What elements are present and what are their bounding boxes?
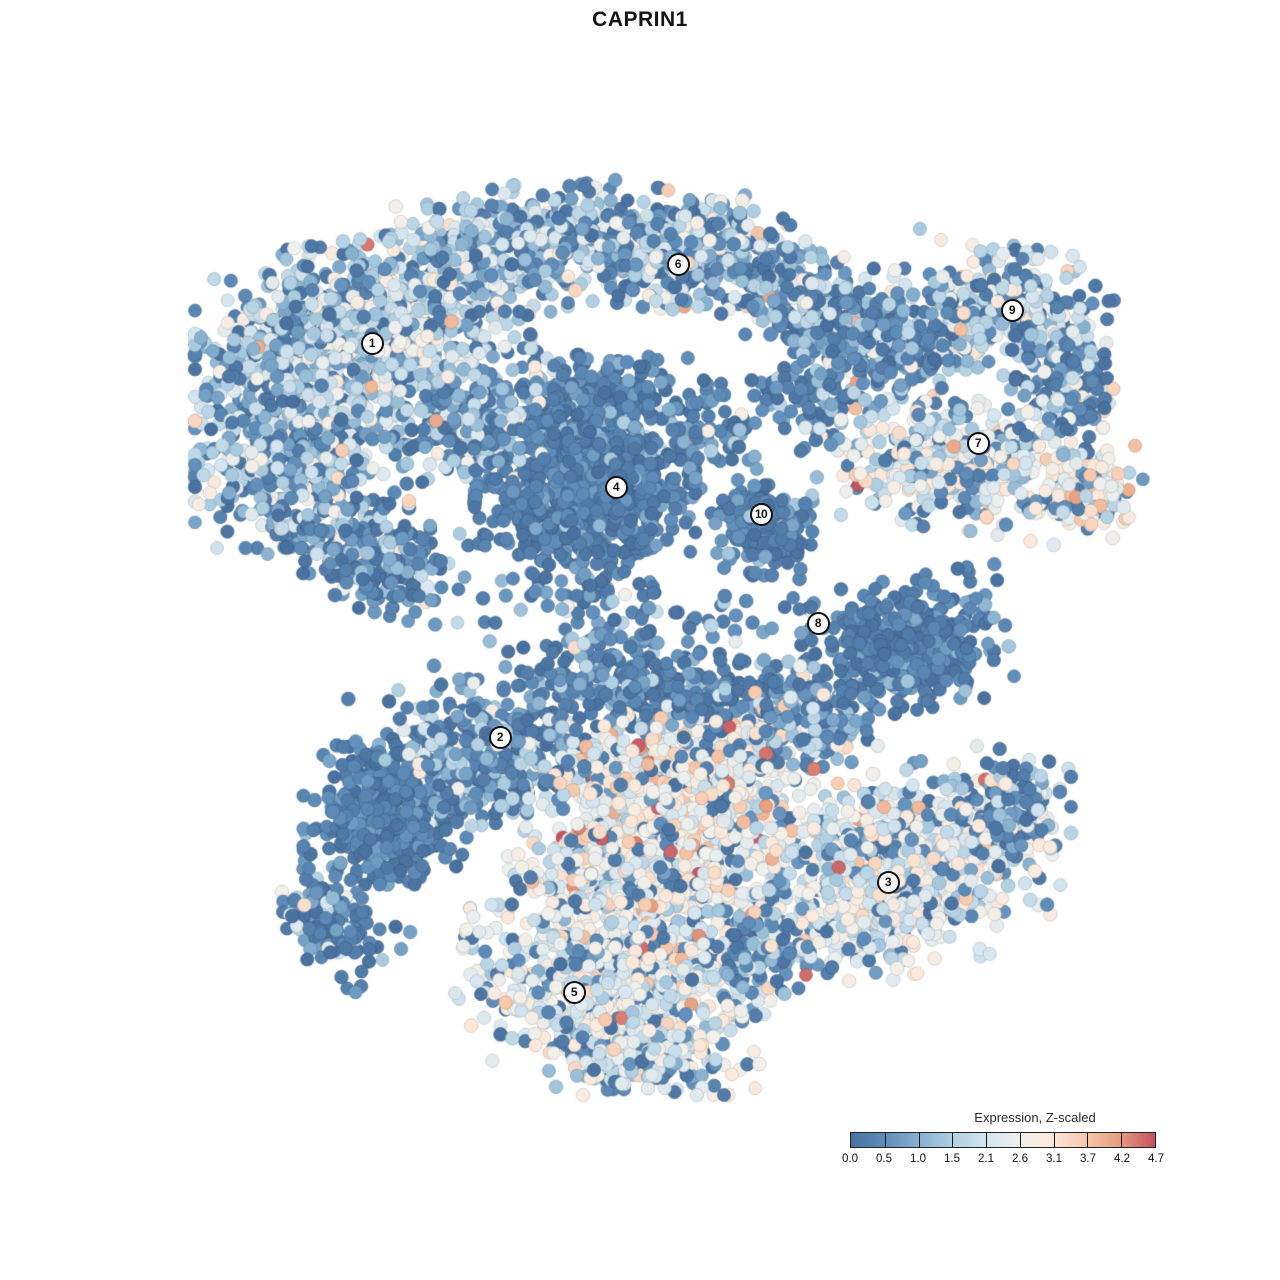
cluster-label-10: 10 [749,502,773,526]
cluster-label-8: 8 [806,611,830,635]
cluster-label-1: 1 [360,331,384,355]
page-title: CAPRIN1 [592,8,688,31]
cluster-label-4: 4 [604,475,628,499]
cluster-label-6: 6 [666,252,690,276]
cluster-label-3: 3 [876,870,900,894]
cluster-label-5: 5 [562,980,586,1004]
cluster-label-2: 2 [488,725,512,749]
cluster-label-9: 9 [1000,298,1024,322]
cluster-label-7: 7 [966,431,990,455]
